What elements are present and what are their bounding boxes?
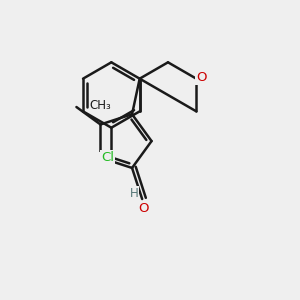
Text: CH₃: CH₃ (90, 99, 112, 112)
Text: O: O (196, 71, 207, 84)
Text: S: S (99, 153, 108, 166)
Text: O: O (138, 202, 149, 215)
Text: H: H (130, 187, 138, 200)
Text: Cl: Cl (101, 151, 114, 164)
